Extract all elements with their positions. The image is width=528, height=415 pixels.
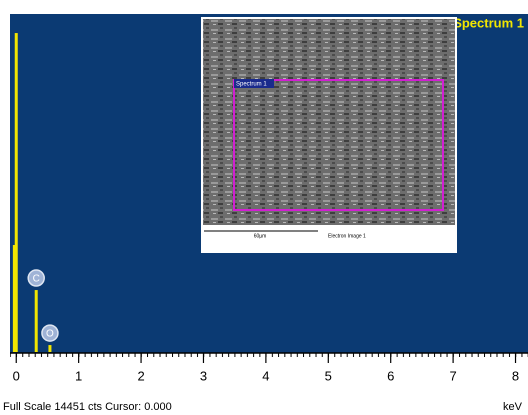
- x-tick-label: 2: [137, 368, 144, 383]
- x-tick-label: 4: [262, 368, 269, 383]
- spectrum-window: Spectrum 1 C O Spectrum 1 60µm Electron I…: [0, 0, 528, 415]
- peak: [35, 290, 38, 352]
- peak-label: C: [33, 274, 40, 285]
- x-tick-label: 6: [387, 368, 394, 383]
- region-label: Spectrum 1: [236, 82, 267, 88]
- x-tick-label: 7: [449, 368, 456, 383]
- spectrum-title: Spectrum 1: [453, 15, 524, 30]
- x-tick-label: 0: [13, 368, 20, 383]
- x-axis-label: keV: [503, 401, 523, 413]
- sem-image: [203, 19, 455, 225]
- scale-bar-label: 60µm: [254, 233, 267, 239]
- sem-inset: Spectrum 1 60µm Electron Image 1: [201, 17, 457, 253]
- x-tick-label: 1: [75, 368, 82, 383]
- peak: [15, 33, 18, 352]
- x-tick-label: 3: [200, 368, 207, 383]
- inset-caption: Electron Image 1: [328, 233, 366, 239]
- x-tick-label: 5: [325, 368, 332, 383]
- peak-label: O: [46, 329, 54, 340]
- status-line: Full Scale 14451 cts Cursor: 0.000: [3, 401, 172, 413]
- x-tick-label: 8: [512, 368, 519, 383]
- peak: [48, 345, 51, 352]
- minor-ticks: [10, 353, 528, 360]
